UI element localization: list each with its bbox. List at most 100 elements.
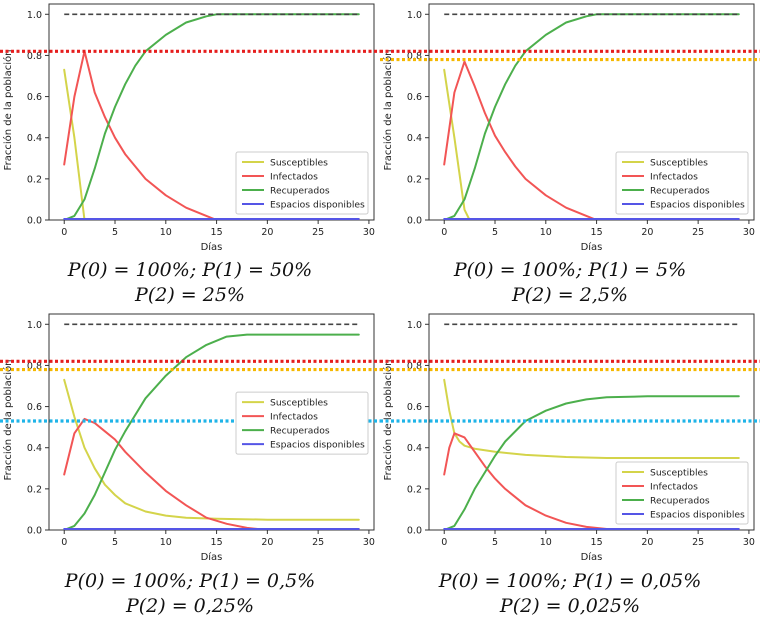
chart-1-y-tick-label: 0.0 — [27, 216, 42, 227]
chart-1-x-tick-label: 25 — [312, 227, 324, 238]
chart-2-y-axis-label: Fracción de la población — [382, 50, 394, 171]
chart-panel-4: 0510152025300.00.20.40.60.81.0DíasFracci… — [380, 310, 760, 620]
chart-4-legend-label-infectados: Infectados — [650, 482, 698, 493]
chart-3-legend-label-infectados: Infectados — [270, 412, 318, 423]
chart-4-svg: 0510152025300.00.20.40.60.81.0DíasFracci… — [380, 313, 760, 563]
chart-1-x-tick-label: 20 — [261, 227, 273, 238]
chart-2-x-tick-label: 25 — [692, 227, 704, 238]
chart-3-y-tick-label: 0.6 — [27, 402, 42, 413]
chart-3-y-tick-label: 0.4 — [27, 443, 42, 454]
chart-1-caption: P(0) = 100%; P(1) = 50% P(2) = 25% — [0, 258, 380, 308]
chart-4-x-tick-label: 0 — [441, 537, 447, 548]
chart-4-legend-box — [615, 461, 749, 525]
chart-1-y-tick-label: 0.6 — [27, 92, 42, 103]
chart-3-y-tick-label: 1.0 — [27, 320, 42, 331]
chart-4-x-tick-label: 10 — [540, 537, 552, 548]
chart-2-x-tick-label: 0 — [441, 227, 447, 238]
chart-3-x-tick-label: 20 — [261, 537, 273, 548]
chart-2-x-tick-label: 20 — [641, 227, 653, 238]
chart-2-x-tick-label: 15 — [591, 227, 603, 238]
chart-4-x-axis-label: Días — [581, 551, 603, 563]
chart-3-caption-line2: P(2) = 0,25% — [125, 595, 255, 617]
chart-1-caption-line1: P(0) = 100%; P(1) = 50% — [67, 259, 313, 281]
chart-2-y-tick-label: 0.6 — [407, 92, 422, 103]
chart-3-y-tick-label: 0.0 — [27, 526, 42, 537]
chart-2-line-recuperados — [443, 13, 740, 220]
chart-1-legend-label-recuperados: Recuperados — [270, 186, 330, 197]
chart-3-y-tick-label: 0.2 — [27, 484, 42, 495]
chart-3-x-tick-label: 25 — [312, 537, 324, 548]
chart-3-line-recuperados — [63, 333, 360, 530]
chart-2-x-tick-label: 30 — [743, 227, 755, 238]
chart-1-y-tick-label: 0.2 — [27, 174, 42, 185]
chart-1-line-infectados — [63, 50, 360, 220]
chart-4-y-tick-label: 0.2 — [407, 484, 422, 495]
chart-2-legend-label-espacios-disponibles: Espacios disponibles — [650, 200, 745, 211]
chart-3-line-infectados — [63, 417, 360, 530]
chart-4-legend-label-susceptibles: Susceptibles — [650, 468, 708, 479]
chart-4-caption-line2: P(2) = 0,025% — [499, 595, 641, 617]
chart-4-x-tick-label: 5 — [492, 537, 498, 548]
chart-2-series-group — [443, 13, 740, 220]
chart-4-x-tick-label: 25 — [692, 537, 704, 548]
chart-4-legend-label-recuperados: Recuperados — [650, 496, 710, 507]
chart-panel-3: 0510152025300.00.20.40.60.81.0DíasFracci… — [0, 310, 380, 620]
chart-4-x-tick-label: 30 — [743, 537, 755, 548]
chart-2-legend-label-infectados: Infectados — [650, 172, 698, 183]
chart-3-x-axis-label: Días — [201, 551, 223, 563]
chart-2-legend-box — [615, 151, 749, 215]
chart-2-x-tick-label: 10 — [540, 227, 552, 238]
chart-1-line-recuperados — [63, 13, 360, 220]
chart-4-line-susceptibles — [443, 378, 740, 459]
chart-4-line-recuperados — [443, 395, 740, 530]
chart-2-line-susceptibles — [443, 68, 471, 220]
chart-4-x-tick-label: 20 — [641, 537, 653, 548]
chart-2-line-infectados — [443, 60, 740, 220]
chart-4-y-tick-label: 1.0 — [407, 320, 422, 331]
chart-4-y-tick-label: 0.6 — [407, 402, 422, 413]
chart-3-series-group — [63, 333, 360, 530]
chart-4-x-tick-label: 15 — [591, 537, 603, 548]
chart-1-x-tick-label: 15 — [211, 227, 223, 238]
chart-4-y-tick-label: 0.8 — [407, 361, 422, 372]
chart-1-legend-label-espacios-disponibles: Espacios disponibles — [270, 200, 365, 211]
chart-2-y-tick-label: 0.4 — [407, 133, 422, 144]
chart-2-y-tick-label: 0.8 — [407, 51, 422, 62]
chart-1-y-tick-label: 1.0 — [27, 10, 42, 21]
chart-4-caption: P(0) = 100%; P(1) = 0,05% P(2) = 0,025% — [380, 569, 760, 619]
chart-2-y-tick-label: 1.0 — [407, 10, 422, 21]
chart-1-legend-label-susceptibles: Susceptibles — [270, 158, 328, 169]
chart-1-legend-box — [235, 151, 369, 215]
chart-1-x-tick-label: 5 — [112, 227, 118, 238]
chart-2-caption-line1: P(0) = 100%; P(1) = 5% — [453, 259, 687, 281]
chart-3-y-tick-label: 0.8 — [27, 361, 42, 372]
chart-1-line-susceptibles — [63, 68, 86, 220]
chart-3-x-tick-label: 5 — [112, 537, 118, 548]
chart-4-series-group — [443, 378, 740, 530]
chart-2-x-tick-label: 5 — [492, 227, 498, 238]
chart-3-x-tick-label: 15 — [211, 537, 223, 548]
chart-panel-1: 0 5 10 15 20 25 30 0.0 0.2 0.4 0.6 0.8 1.0 Días Fracci… — [0, 0, 380, 310]
chart-2-y-tick-label: 0.2 — [407, 174, 422, 185]
chart-1-legend-label-infectados: Infectados — [270, 172, 318, 183]
chart-3-legend-box — [235, 391, 369, 455]
chart-3-legend-label-susceptibles: Susceptibles — [270, 398, 328, 409]
chart-2-caption-line2: P(2) = 2,5% — [512, 284, 628, 306]
chart-1-y-tick-label: 0.4 — [27, 133, 42, 144]
chart-3-caption: P(0) = 100%; P(1) = 0,5% P(2) = 0,25% — [0, 569, 380, 619]
chart-3-svg: 0510152025300.00.20.40.60.81.0DíasFracci… — [0, 313, 380, 563]
chart-3-caption-line1: P(0) = 100%; P(1) = 0,5% — [64, 570, 316, 592]
chart-4-legend-label-espacios-disponibles: Espacios disponibles — [650, 510, 745, 521]
chart-1-y-tick-label: 0.8 — [27, 51, 42, 62]
chart-1-x-tick-label: 0 — [61, 227, 67, 238]
chart-2-legend-label-recuperados: Recuperados — [650, 186, 710, 197]
chart-2-legend-label-susceptibles: Susceptibles — [650, 158, 708, 169]
chart-3-line-susceptibles — [63, 378, 360, 521]
chart-1-x-axis-label: Días — [201, 241, 223, 253]
chart-2-x-axis-label: Días — [581, 241, 603, 253]
chart-4-caption-line1: P(0) = 100%; P(1) = 0,05% — [438, 570, 702, 592]
chart-1-y-axis-label: Fracción de la población — [2, 50, 14, 171]
chart-3-legend-label-recuperados: Recuperados — [270, 426, 330, 437]
chart-2-caption: P(0) = 100%; P(1) = 5% P(2) = 2,5% — [380, 258, 760, 308]
chart-2-y-tick-label: 0.0 — [407, 216, 422, 227]
